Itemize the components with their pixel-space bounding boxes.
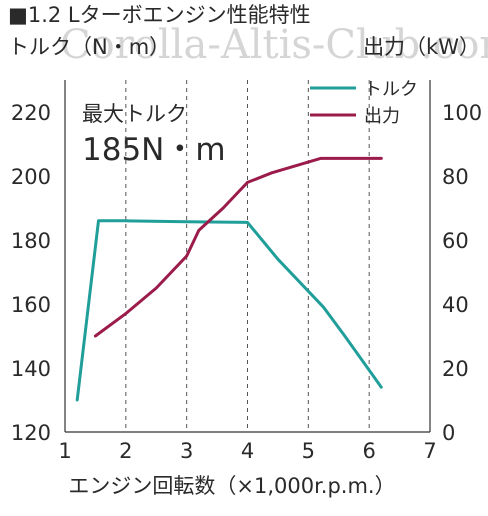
- plot-frame: [64, 80, 431, 433]
- series-line-torque: [75, 219, 383, 402]
- y-left-tick-label-200: 200: [11, 165, 51, 189]
- max-torque-value: 185N・m: [82, 132, 226, 168]
- right-axis-label: 出力（kW）: [363, 35, 480, 59]
- y-left-tick-label-120: 120: [11, 421, 51, 445]
- y-right-tick-label-80: 80: [442, 165, 469, 189]
- y-right-tick-label-40: 40: [442, 293, 469, 317]
- x-tick-label-2: 2: [119, 439, 132, 463]
- series-line-power: [93, 156, 383, 338]
- chart-title: ■1.2 Lターボエンジン性能特性: [8, 3, 311, 27]
- legend-label-power: 出力: [364, 106, 400, 127]
- y-right-tick-label-0: 0: [442, 421, 455, 445]
- y-left-tick-label-220: 220: [11, 101, 51, 125]
- left-axis-label: トルク（N・m）: [8, 35, 170, 59]
- series-group: [75, 156, 383, 402]
- y-right-tick-label-100: 100: [442, 101, 482, 125]
- x-axis-label: エンジン回転数（×1,000r.p.m.）: [68, 474, 395, 498]
- x-tick-label-7: 7: [423, 439, 436, 463]
- y-left-tick-label-140: 140: [11, 357, 51, 381]
- tick-labels: 1 2 3 4 5 6 7 120 140 160 180 200 220 0 20 40 60 80 100: [11, 101, 482, 463]
- x-tick-label-4: 4: [241, 439, 254, 463]
- x-tick-label-3: 3: [180, 439, 193, 463]
- x-tick-label-6: 6: [362, 439, 375, 463]
- y-right-tick-label-60: 60: [442, 229, 469, 253]
- y-left-tick-label-180: 180: [11, 229, 51, 253]
- x-tick-label-1: 1: [58, 439, 71, 463]
- y-left-tick-label-160: 160: [11, 293, 51, 317]
- y-right-tick-label-20: 20: [442, 357, 469, 381]
- x-tick-label-5: 5: [302, 439, 315, 463]
- watermark-text: Corolla-Altis-Club.com: [60, 22, 488, 68]
- legend-label-torque: トルク: [364, 79, 418, 100]
- max-torque-label: 最大トルク: [82, 102, 187, 126]
